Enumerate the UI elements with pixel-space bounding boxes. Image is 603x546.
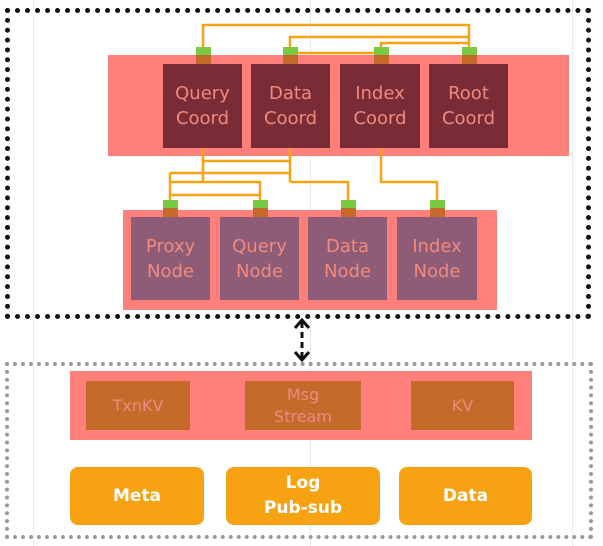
connector-querynode — [170, 180, 262, 200]
port-icon — [253, 208, 268, 217]
proxy-node-box: Proxy Node — [131, 217, 210, 300]
data-node-box: Data Node — [308, 217, 387, 300]
port-icon — [374, 55, 389, 64]
port-icon — [341, 200, 356, 208]
port-icon — [462, 55, 477, 64]
connector-index-root — [379, 41, 469, 47]
root-coord-box: Root Coord — [429, 64, 508, 148]
port-icon — [163, 208, 178, 217]
port-icon — [283, 55, 298, 64]
port-icon — [430, 200, 445, 208]
index-node-box: Index Node — [397, 217, 477, 300]
port-icon — [341, 208, 356, 217]
guide-line — [572, 0, 573, 546]
port-icon — [196, 47, 211, 55]
index-coord-box: Index Coord — [340, 64, 420, 148]
connector-datanode — [290, 180, 350, 200]
query-coord-box: Query Coord — [163, 64, 242, 148]
port-icon — [430, 208, 445, 217]
guide-line — [33, 0, 34, 546]
msg-stream-box: Msg Stream — [245, 381, 361, 430]
port-icon — [283, 47, 298, 55]
connector-indexnode — [379, 148, 439, 200]
connector-data-root — [288, 35, 469, 47]
storage-layer-boundary — [5, 362, 593, 539]
query-node-box: Query Node — [220, 217, 299, 300]
data-coord-box: Data Coord — [251, 64, 330, 148]
port-icon — [253, 200, 268, 208]
kv-box: KV — [411, 381, 514, 430]
data-storage-box: Data — [399, 467, 532, 525]
compute-layer-boundary — [5, 8, 591, 319]
port-icon — [462, 47, 477, 55]
bidirectional-arrow-icon — [293, 317, 311, 363]
txnkv-box: TxnKV — [86, 381, 190, 430]
port-icon — [374, 47, 389, 55]
log-pubsub-box: Log Pub-sub — [226, 467, 380, 525]
port-icon — [196, 55, 211, 64]
meta-storage-box: Meta — [70, 467, 204, 525]
port-icon — [163, 200, 178, 208]
